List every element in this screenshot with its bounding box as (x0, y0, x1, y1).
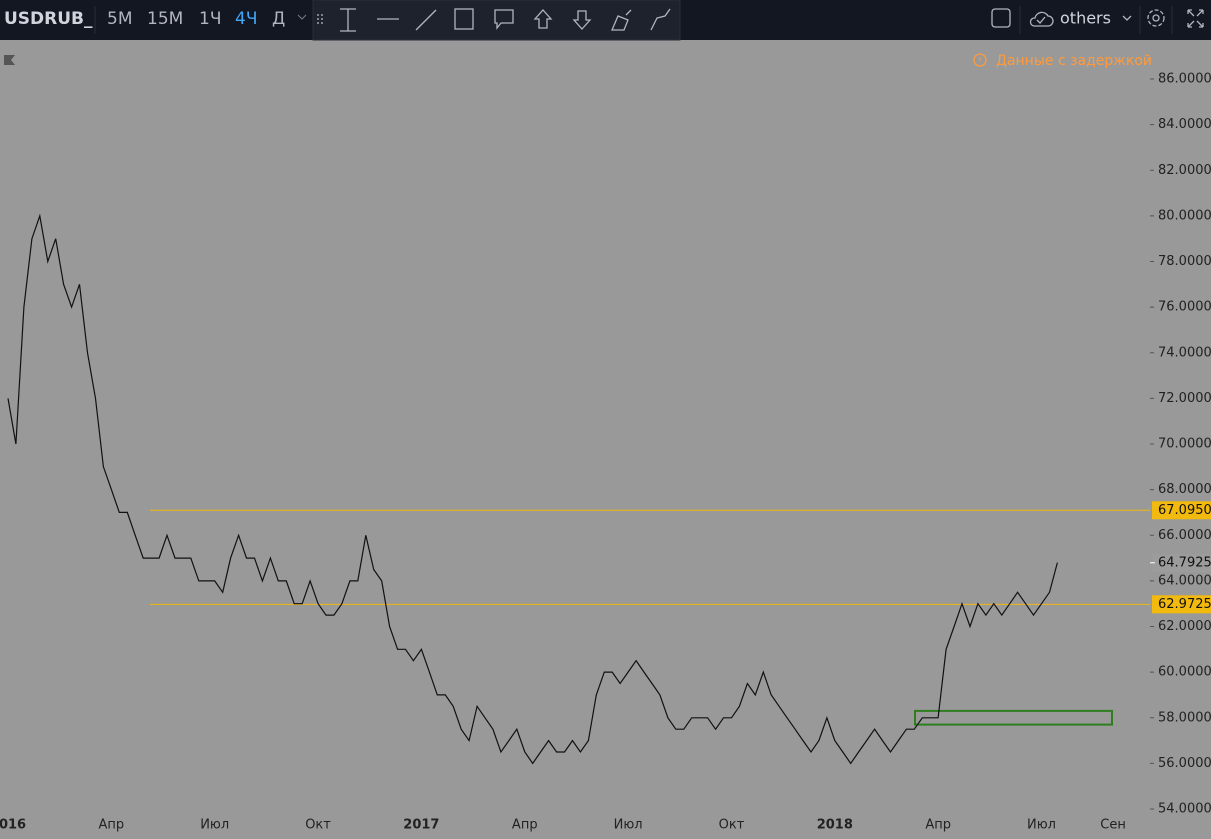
y-tick-label: 72.0000 (1158, 391, 1211, 406)
y-tick-label: 84.0000 (1158, 117, 1211, 132)
x-tick-label: Окт (719, 818, 745, 833)
y-tick-label: 70.0000 (1158, 437, 1211, 452)
y-tick-label: 60.0000 (1158, 665, 1211, 680)
interval-button[interactable]: 5M (107, 9, 132, 29)
level-tag (1152, 595, 1211, 614)
layout-name[interactable]: others (1060, 9, 1111, 28)
layout-dropdown[interactable] (1122, 15, 1132, 21)
x-tick-label: 2016 (0, 818, 26, 833)
tool-arrow-up[interactable] (533, 9, 553, 29)
interval-button[interactable]: 15M (147, 9, 183, 29)
delay-notice: Данные с задержкой (996, 53, 1152, 69)
x-tick-label: Апр (925, 818, 951, 833)
level-label: 67.0950 (1158, 503, 1211, 518)
cloud-icon[interactable] (1029, 11, 1054, 27)
y-tick-label: 54.0000 (1158, 802, 1211, 817)
drag-handle[interactable] (317, 14, 323, 26)
interval-dropdown[interactable] (297, 14, 307, 20)
fullscreen[interactable] (1187, 9, 1204, 28)
zone-box (914, 709, 1113, 726)
y-tick-label: 56.0000 (1158, 756, 1211, 771)
price-line (7, 213, 1058, 765)
y-tick-label: 62.0000 (1158, 619, 1211, 634)
y-tick-label: 78.0000 (1158, 254, 1211, 269)
x-tick-label: Июл (614, 818, 643, 833)
y-tick-label: 86.0000 (1158, 72, 1211, 87)
y-tick-label: 74.0000 (1158, 345, 1211, 360)
separator (94, 6, 1173, 34)
notice-icon (973, 53, 987, 67)
tool-brush[interactable] (611, 9, 632, 31)
flag (4, 55, 15, 65)
tool-callout[interactable] (494, 9, 514, 30)
x-tick-label: Июл (200, 818, 229, 833)
y-tick-label: 68.0000 (1158, 482, 1211, 497)
y-tick-label: 66.0000 (1158, 528, 1211, 543)
x-tick-label: Окт (305, 818, 331, 833)
interval-button[interactable]: Д (272, 9, 285, 29)
x-tick-label: 2018 (817, 818, 853, 833)
interval-group: 5M 15M 1Ч 4Ч Д (107, 9, 285, 29)
y-tick-label: 82.0000 (1158, 163, 1211, 178)
drawing-toolbar (312, 0, 681, 41)
level-tag (1152, 501, 1211, 520)
interval-button[interactable]: 1Ч (199, 9, 221, 29)
x-tick-label: 2017 (403, 818, 439, 833)
interval-button[interactable]: 4Ч (235, 9, 257, 29)
x-tick-label: Июл (1027, 818, 1056, 833)
x-tick-label: Сен (1100, 818, 1126, 833)
level-label: 62.9725 (1158, 597, 1211, 612)
y-tick-label: 80.0000 (1158, 208, 1211, 223)
tool-rectangle[interactable] (454, 8, 474, 30)
y-tick-label: 76.0000 (1158, 300, 1211, 315)
symbol[interactable]: USDRUB_ (4, 9, 93, 29)
x-tick-label: Апр (99, 818, 125, 833)
last-price-tag (1152, 553, 1211, 572)
tool-arrow-down[interactable] (572, 10, 592, 30)
tool-trend-line[interactable] (415, 9, 437, 31)
y-tick-label: 64.0000 (1158, 573, 1211, 588)
settings[interactable] (1147, 9, 1165, 27)
x-tick-label: Апр (512, 818, 538, 833)
y-tick-label: 58.0000 (1158, 710, 1211, 725)
tool-vertical-line[interactable] (340, 8, 356, 32)
settings-center (1152, 14, 1160, 22)
tool-path[interactable] (650, 8, 671, 31)
last-price-label: 64.7925 (1158, 555, 1211, 570)
checkbox[interactable] (991, 8, 1011, 28)
